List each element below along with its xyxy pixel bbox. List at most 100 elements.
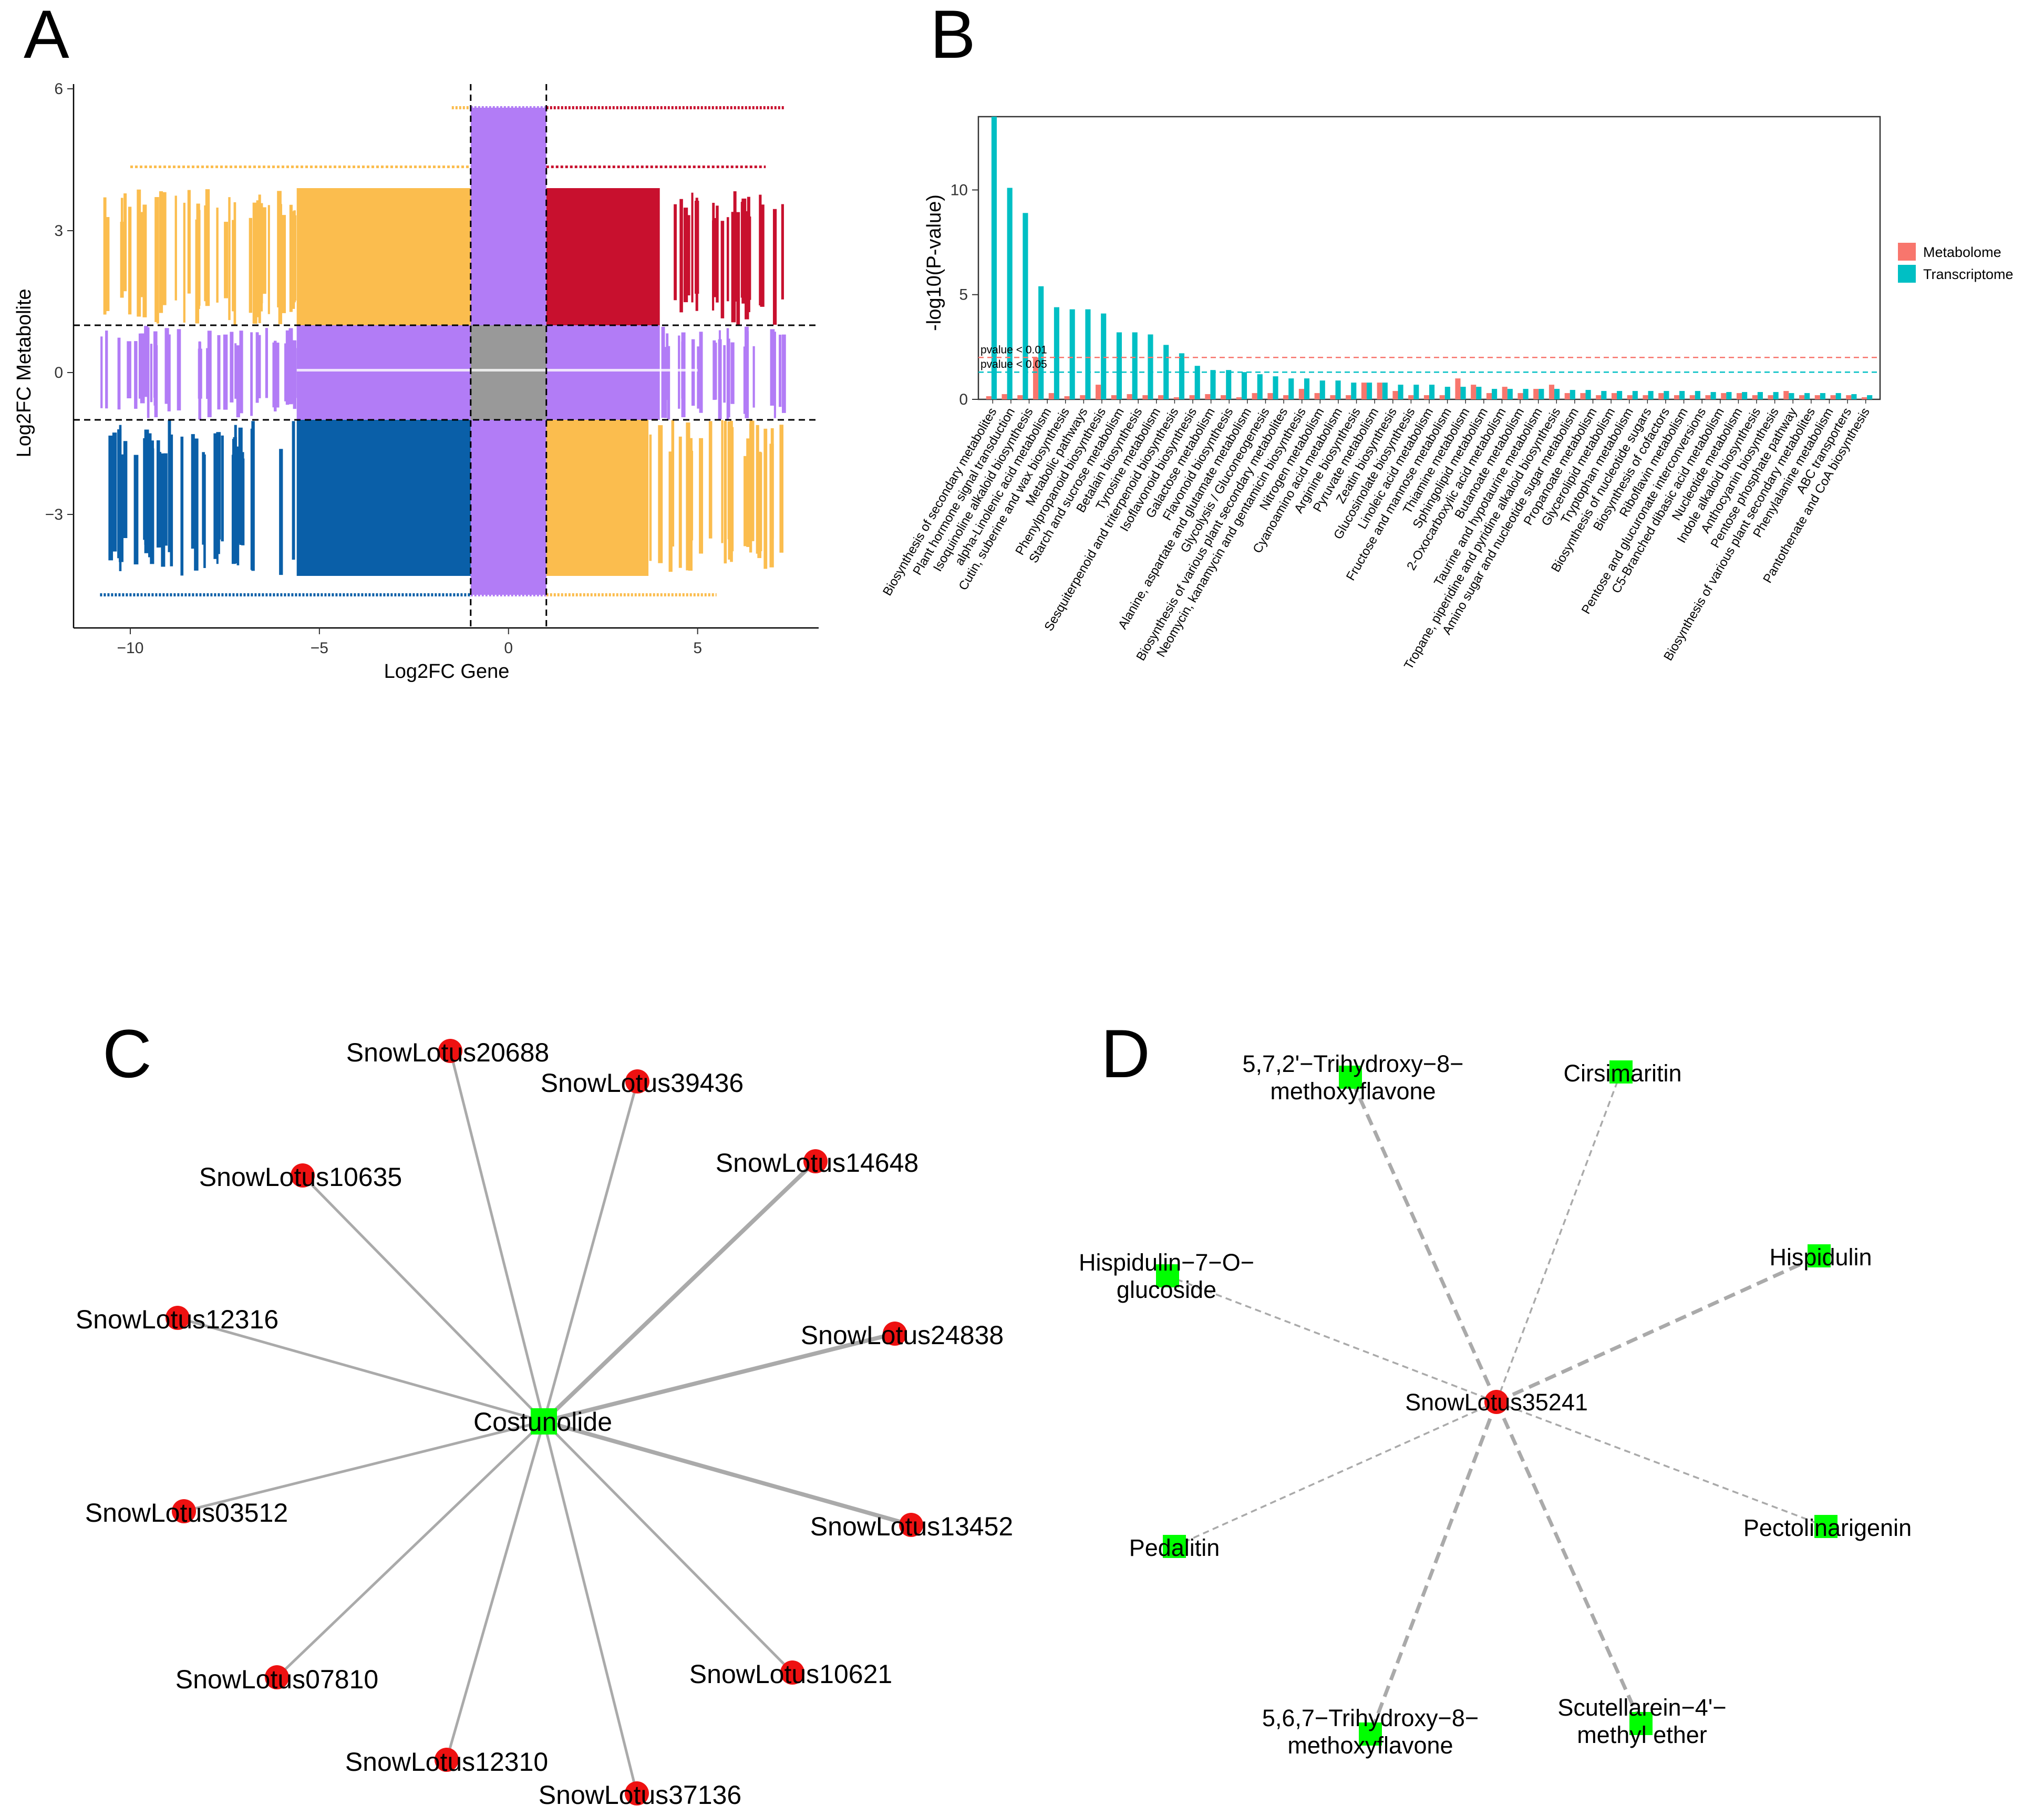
streak [123,193,127,292]
metabolome-bar [1721,393,1727,399]
streak [661,326,665,418]
gene-node [625,1069,649,1093]
streak [164,328,169,404]
metabolome-bar [1127,394,1132,399]
transcriptome-bar [1069,309,1075,399]
streak [238,427,243,544]
streak [119,454,123,562]
gene-label: SnowLotus10621 [689,1659,892,1689]
streak [168,420,171,552]
streak [103,197,107,315]
streak [674,204,677,301]
streak [293,210,296,303]
gene-node [435,1748,459,1772]
transcriptome-bar [1210,370,1216,399]
x-tick-label: −10 [117,639,144,657]
streak [223,334,228,410]
metabolome-bar [1627,395,1633,399]
streak [279,449,283,575]
metabolome-bar [1361,383,1367,399]
streak [198,341,201,407]
metabolome-bar [1252,393,1257,399]
transcriptome-bar [1585,390,1591,399]
streak [681,332,686,418]
panel-b-legend: Metabolome Transcriptome [1898,243,2014,283]
gene-node [625,1781,649,1805]
transcriptome-bar [1554,389,1560,399]
metabolome-bar [1048,393,1054,399]
transcriptome-bar [1351,383,1357,399]
panel-c-letter: C [102,1015,152,1092]
transcriptome-bar [1648,391,1654,399]
streak [180,436,184,576]
streak [144,326,148,397]
x-tick-label: −5 [311,639,328,657]
streak [112,432,117,552]
streak [213,433,217,559]
metabolite-label: Pedalitin [1129,1534,1220,1561]
metabolome-bar [1423,395,1429,399]
metabolome-bar [1096,385,1101,399]
transcriptome-bar [1601,391,1607,399]
metabolome-bar [1783,391,1789,399]
metabolome-bar [1314,393,1320,399]
metabolome-bar [1236,397,1242,399]
transcriptome-bar [1054,307,1060,399]
streak [740,202,745,298]
streak [236,345,240,418]
transcriptome-bar [1476,387,1482,399]
transcriptome-bar [1867,395,1873,399]
transcriptome-bar [1664,391,1669,399]
streak [127,341,131,399]
metabolome-bar [1189,395,1195,399]
y-tick-label: −3 [45,506,63,523]
streak [726,217,729,302]
metabolome-bar [1173,397,1179,399]
metabolome-bar [1814,395,1820,399]
edge [1494,1401,1643,1725]
metabolome-bar [1736,393,1742,399]
metabolite-node [1163,1535,1186,1558]
metabolome-bar [1611,393,1617,399]
x-tick-label: 5 [693,639,702,657]
streak [163,453,168,546]
streak [258,204,263,312]
streak [161,453,166,567]
metabolome-bar [1768,395,1773,399]
transcriptome-bar [1632,391,1638,399]
transcriptome-bar [1492,389,1498,399]
panel-a-ylabel: Log2FC Metabolite [13,288,35,457]
streak [708,421,713,539]
transcriptome-bar [1789,393,1794,399]
edge [1495,1071,1622,1402]
metabolite-node [1814,1515,1837,1538]
streak [678,436,682,568]
edge [302,1174,545,1422]
gene-node [803,1149,828,1173]
streak [668,451,673,572]
streak [726,328,729,420]
metabolome-bar [1674,395,1680,399]
streak [678,335,680,409]
streak [671,420,675,547]
streak [699,438,704,554]
region-6 [470,325,546,420]
streak [699,332,703,413]
streak [290,340,294,404]
streak [265,328,269,398]
gene-label: SnowLotus10635 [199,1162,402,1192]
transcriptome-bar [1132,332,1138,399]
edge [542,1160,817,1423]
streak [763,428,768,569]
transcriptome-bar [1444,387,1450,399]
streak [105,331,108,409]
y-tick-label: 5 [959,286,968,304]
metabolome-bar [1298,389,1304,399]
metabolite-label: methyl ether [1577,1721,1707,1748]
streak [239,331,243,414]
metabolome-bar [1392,391,1398,399]
streak [691,339,695,406]
streak [205,189,210,306]
